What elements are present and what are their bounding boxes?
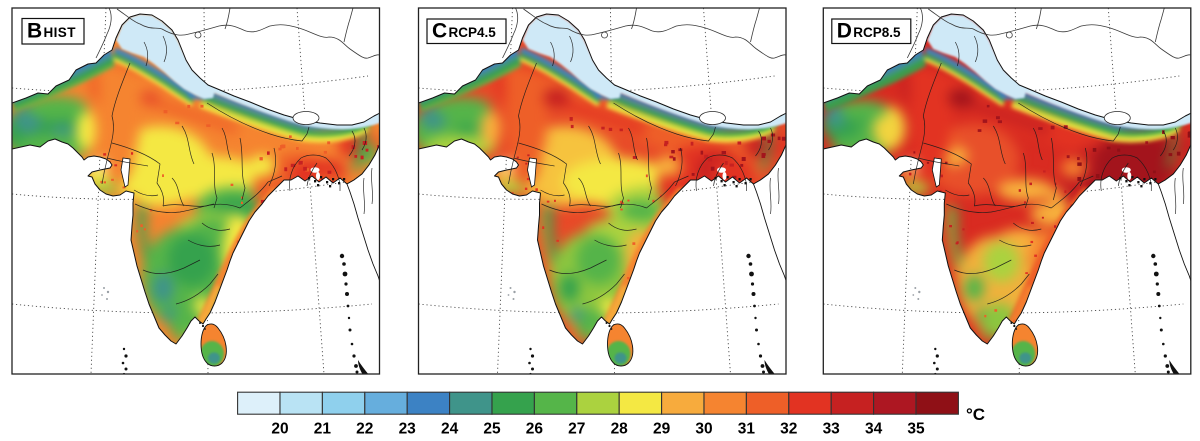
svg-text:29: 29 <box>653 421 671 438</box>
svg-text:24: 24 <box>441 421 459 438</box>
svg-text:B: B <box>27 20 42 43</box>
svg-text:34: 34 <box>865 421 883 438</box>
svg-text:32: 32 <box>780 421 797 438</box>
svg-text:RCP4.5: RCP4.5 <box>449 25 497 40</box>
svg-text:21: 21 <box>314 421 332 438</box>
svg-text:HIST: HIST <box>44 25 77 40</box>
svg-text:35: 35 <box>907 421 925 438</box>
svg-text:31: 31 <box>738 421 756 438</box>
svg-text:33: 33 <box>823 421 841 438</box>
svg-text:°C: °C <box>966 405 985 424</box>
svg-text:RCP8.5: RCP8.5 <box>853 25 901 40</box>
svg-text:27: 27 <box>568 421 585 438</box>
svg-text:22: 22 <box>356 421 373 438</box>
svg-text:28: 28 <box>611 421 629 438</box>
svg-text:30: 30 <box>695 421 712 438</box>
svg-text:C: C <box>432 20 447 43</box>
svg-text:26: 26 <box>526 421 544 438</box>
svg-text:D: D <box>837 20 852 43</box>
svg-text:25: 25 <box>483 421 501 438</box>
svg-text:20: 20 <box>271 421 288 438</box>
svg-text:23: 23 <box>399 421 417 438</box>
